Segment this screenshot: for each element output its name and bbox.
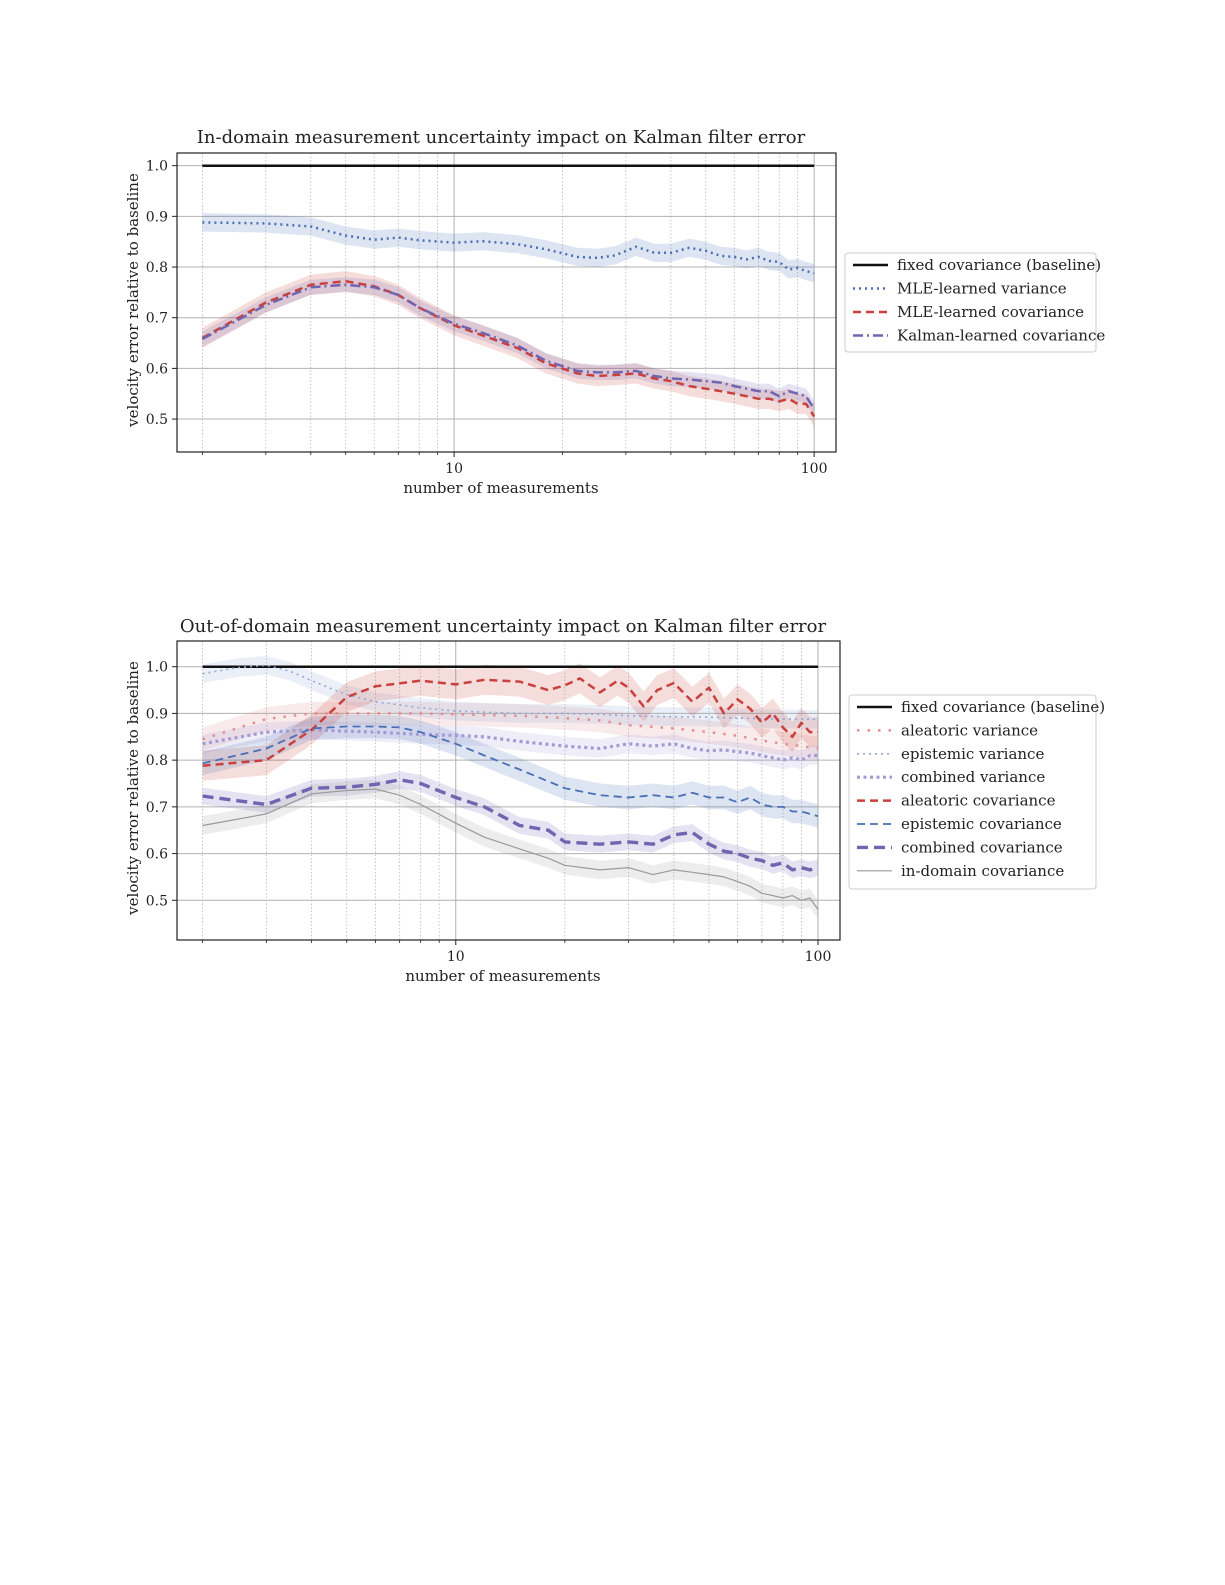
legend-label: combined covariance — [901, 838, 1063, 856]
y-tick-label: 0.9 — [146, 706, 168, 722]
series-band — [202, 213, 815, 283]
y-tick-label: 0.7 — [146, 800, 168, 816]
y-tick-label: 1.0 — [146, 660, 168, 676]
series-band — [202, 779, 819, 919]
y-tick-label: 0.5 — [146, 412, 168, 428]
series-line — [201, 283, 816, 410]
legend-label: fixed covariance (baseline) — [901, 698, 1105, 716]
series-band — [202, 663, 819, 781]
legend-box — [848, 694, 1097, 890]
legend-label: in-domain covariance — [901, 862, 1064, 880]
x-axis-label: number of measurements — [405, 967, 600, 985]
y-tick-label: 0.8 — [146, 260, 168, 276]
chart-out-of-domain: Out-of-domain measurement uncertainty im… — [124, 616, 1105, 985]
legend-label: combined variance — [901, 768, 1045, 786]
series-line — [202, 221, 815, 275]
chart-title: In-domain measurement uncertainty impact… — [197, 127, 806, 148]
legend-box — [844, 252, 1097, 353]
x-tick-label: 10 — [445, 461, 463, 477]
legend-label: Kalman-learned covariance — [897, 327, 1105, 345]
y-axis-label: velocity error relative to baseline — [124, 661, 142, 916]
y-tick-label: 0.6 — [146, 847, 168, 863]
series-line — [202, 788, 819, 910]
series-band — [202, 277, 815, 417]
axes-frame — [176, 152, 837, 453]
y-tick-label: 0.6 — [146, 361, 168, 377]
series-line — [202, 712, 819, 750]
y-tick-label: 0.8 — [146, 753, 168, 769]
series-band — [202, 771, 819, 879]
chart-title: Out-of-domain measurement uncertainty im… — [180, 616, 827, 637]
legend-label: fixed covariance (baseline) — [897, 256, 1101, 274]
y-tick-label: 0.5 — [146, 893, 168, 909]
series-band — [202, 271, 815, 427]
legend-label: epistemic covariance — [901, 815, 1062, 833]
legend: fixed covariance (baseline) aleatoric var… — [848, 694, 1105, 890]
chart-in-domain: In-domain measurement uncertainty impact… — [124, 127, 1105, 497]
legend: fixed covariance (baseline) MLE-learned v… — [844, 252, 1105, 353]
series-band — [202, 714, 819, 828]
y-tick-label: 1.0 — [146, 159, 168, 175]
legend-label: MLE-learned covariance — [897, 303, 1084, 321]
series-band — [202, 720, 819, 770]
series-line — [202, 725, 819, 818]
x-tick-label: 100 — [805, 949, 832, 965]
series-line — [202, 677, 818, 767]
series-line — [202, 778, 819, 872]
y-tick-label: 0.9 — [146, 209, 168, 225]
plot-area: 10 100 0.5 0.6 0.7 0.8 0.9 1.0 — [146, 640, 841, 965]
series-line — [202, 728, 818, 762]
x-axis-label: number of measurements — [403, 479, 598, 497]
axes-frame — [176, 640, 841, 941]
legend-label: aleatoric covariance — [901, 792, 1056, 810]
legend-label: aleatoric variance — [901, 721, 1038, 739]
y-tick-label: 0.7 — [146, 311, 168, 327]
series-band — [202, 656, 819, 729]
plot-area: 10 100 0.5 0.6 0.7 0.8 0.9 1.0 — [146, 152, 837, 477]
x-tick-label: 100 — [801, 461, 828, 477]
y-axis-label: velocity error relative to baseline — [124, 173, 142, 428]
legend-label: epistemic variance — [901, 745, 1044, 763]
legend-label: MLE-learned variance — [897, 280, 1067, 298]
x-tick-label: 10 — [447, 949, 465, 965]
